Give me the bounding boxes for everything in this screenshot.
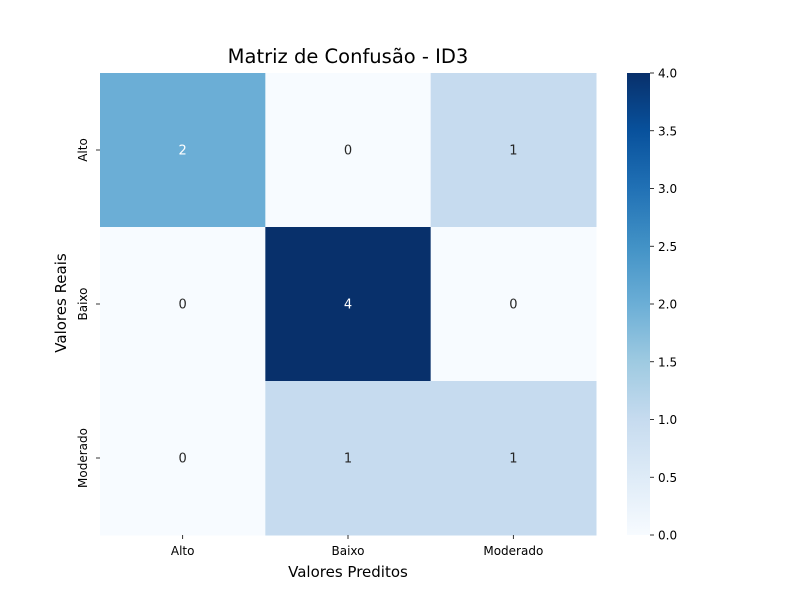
heatmap-cell [265,381,432,536]
colorbar-tick-label: 3.5 [658,124,677,138]
cell-value-label: 0 [509,298,517,313]
cell-value-label: 1 [509,452,517,467]
heatmap-cell [265,227,432,382]
colorbar [627,73,650,535]
heatmap-cell [100,381,266,536]
heatmap-cell [430,227,597,382]
colorbar-tick-label: 0.0 [658,529,677,543]
x-axis-ticks: Alto Baixo Moderado [171,535,543,558]
colorbar-tick-label: 1.5 [658,355,677,369]
y-tick-label: Moderado [76,428,90,488]
colorbar-tick-label: 3.0 [658,182,677,196]
heatmap-cell [430,73,597,228]
y-tick-label: Baixo [76,288,90,321]
y-axis-label: Valores Reais [52,253,70,353]
cell-value-label: 0 [344,144,352,159]
y-tick-label: Alto [76,138,90,162]
y-axis-ticks: Alto Baixo Moderado [76,138,100,488]
colorbar-tick-label: 2.0 [658,298,677,312]
heatmap-cell [430,381,597,536]
heatmap-cells [100,73,597,536]
colorbar-tick-label: 0.5 [658,471,677,485]
cell-value-label: 2 [179,144,187,159]
cell-value-label: 1 [344,452,352,467]
cell-annotations: 2 0 1 0 4 0 0 1 1 [179,144,518,467]
heatmap-cell [100,73,266,228]
cell-value-label: 0 [179,298,187,313]
heatmap-cell [265,73,432,228]
colorbar-tick-label: 1.0 [658,413,677,427]
cell-value-label: 4 [344,298,352,313]
x-tick-label: Baixo [332,544,365,558]
x-tick-label: Alto [171,544,195,558]
cell-value-label: 1 [509,144,517,159]
x-tick-label: Moderado [483,544,543,558]
x-axis-label: Valores Preditos [288,563,408,581]
colorbar-ticks: 0.0 0.5 1.0 1.5 2.0 2.5 3.0 3.5 4.0 [650,67,677,543]
heatmap-cell [100,227,266,382]
colorbar-tick-label: 2.5 [658,240,677,254]
colorbar-tick-label: 4.0 [658,67,677,81]
cell-value-label: 0 [179,452,187,467]
chart-title: Matriz de Confusão - ID3 [228,45,469,68]
